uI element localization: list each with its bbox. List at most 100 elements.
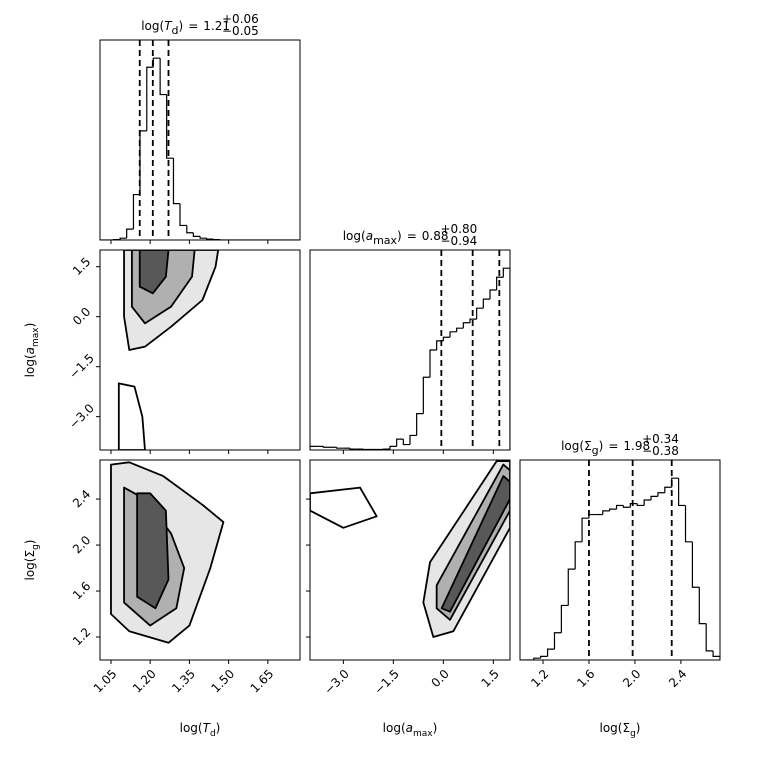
x-tick-label: −3.0 xyxy=(321,667,352,698)
contour xyxy=(138,250,170,295)
label-suffix: ) xyxy=(23,323,37,328)
minus-error: −0.05 xyxy=(222,24,259,38)
label-prefix: log( xyxy=(23,354,37,377)
hist-step xyxy=(462,322,470,329)
hist-step xyxy=(496,276,504,290)
label-equals: = xyxy=(188,19,198,33)
title-group: log(Σg) = 1.98+0.34−0.38 xyxy=(561,432,679,458)
axis-label: log(Td) xyxy=(180,721,221,739)
x-tick-label: 1.65 xyxy=(248,667,277,696)
hist-step xyxy=(629,503,638,508)
hist-step xyxy=(456,327,464,332)
label-prefix: log( xyxy=(561,439,584,453)
panel-content xyxy=(117,250,220,450)
median-value: 0.88 xyxy=(422,229,449,243)
label-prefix: log( xyxy=(141,19,164,33)
hist-step xyxy=(422,376,430,414)
hist-step xyxy=(416,413,424,436)
x-tick-label: 0.0 xyxy=(429,667,452,690)
plus-error: +0.80 xyxy=(441,222,478,236)
y-tick-label: 1.2 xyxy=(70,625,93,648)
x-tick-label: 1.35 xyxy=(169,667,198,696)
plus-error: +0.34 xyxy=(642,432,679,446)
y-tick-label: −3.0 xyxy=(66,401,97,432)
y-tick-label: 2.0 xyxy=(70,533,93,556)
panel-frame xyxy=(99,459,301,661)
hist-step xyxy=(429,349,437,378)
hist-step xyxy=(152,57,161,68)
hist-step xyxy=(574,541,583,570)
label-suffix: ) xyxy=(216,721,221,735)
y-tick-label: 1.5 xyxy=(70,255,93,278)
hist-step xyxy=(192,232,201,237)
hist-step xyxy=(698,587,707,625)
hist-step xyxy=(336,447,344,449)
x-tick-label: 1.2 xyxy=(528,667,551,690)
panel-frame xyxy=(99,39,301,241)
hist-step xyxy=(705,623,714,652)
label-variable: Σ xyxy=(23,550,37,558)
contour xyxy=(440,475,510,613)
median-value: 1.98 xyxy=(623,439,650,453)
label-variable: T xyxy=(203,721,212,735)
label-variable: a xyxy=(406,721,413,735)
y-tick-label: 1.6 xyxy=(70,579,93,602)
panel-title: log(amax) = 0.88 xyxy=(343,229,449,247)
label-variable: a xyxy=(366,229,373,243)
hist-step xyxy=(199,236,207,239)
y-tick-label: 0.0 xyxy=(70,305,93,328)
panel-content xyxy=(520,460,720,660)
axis-label: log(amax) xyxy=(383,721,438,739)
label-variable: T xyxy=(164,19,173,33)
label-prefix: log( xyxy=(343,229,366,243)
panel-title: log(Td) = 1.21 xyxy=(141,19,230,37)
hist-step xyxy=(712,650,720,657)
hist-step xyxy=(560,604,569,633)
label-subscript: g xyxy=(592,444,599,457)
label-suffix: ) xyxy=(636,721,641,735)
panel-frame xyxy=(309,459,511,661)
panel-content xyxy=(310,460,510,638)
hist-step xyxy=(396,438,404,447)
x-tick-label: 1.50 xyxy=(208,667,237,696)
hist-step xyxy=(588,513,596,519)
hist-step xyxy=(310,445,317,450)
panel-content xyxy=(110,461,225,644)
label-variable: Σ xyxy=(622,721,630,735)
hist-step xyxy=(402,439,410,446)
x-tick-label: 2.4 xyxy=(666,667,689,690)
title-group: log(Td) = 1.21+0.06−0.05 xyxy=(141,12,259,38)
hist-step xyxy=(126,228,134,239)
panel-frame xyxy=(99,249,301,451)
hist-step xyxy=(119,237,127,240)
hist-step xyxy=(533,657,541,660)
hist-step xyxy=(609,508,617,511)
hist-step xyxy=(476,307,484,320)
hist-step xyxy=(442,336,450,341)
label-suffix: ) xyxy=(599,439,604,453)
label-subscript: max xyxy=(413,729,433,739)
hist-step xyxy=(553,632,562,650)
label-prefix: log( xyxy=(600,721,623,735)
x-tick-label: 2.0 xyxy=(620,667,643,690)
contour xyxy=(117,382,146,450)
hist-step xyxy=(678,478,686,507)
hist-step xyxy=(146,66,154,131)
minus-error: −0.94 xyxy=(441,234,478,248)
hist-step xyxy=(166,94,174,159)
hist-step xyxy=(546,648,555,657)
hist-step xyxy=(489,289,497,300)
hist-step xyxy=(657,492,665,497)
label-suffix: ) xyxy=(397,229,402,243)
hist-step xyxy=(664,486,672,493)
panel-content xyxy=(310,250,510,450)
hist-step xyxy=(540,655,548,659)
hist-step xyxy=(650,495,658,500)
y-tick-label: −1.5 xyxy=(66,351,97,382)
x-tick-label: −1.5 xyxy=(371,667,402,698)
label-prefix: log( xyxy=(180,721,203,735)
hist-step xyxy=(172,158,180,205)
hist-step xyxy=(179,203,187,227)
panel-frame xyxy=(309,249,511,451)
x-tick-label: 1.5 xyxy=(479,667,502,690)
